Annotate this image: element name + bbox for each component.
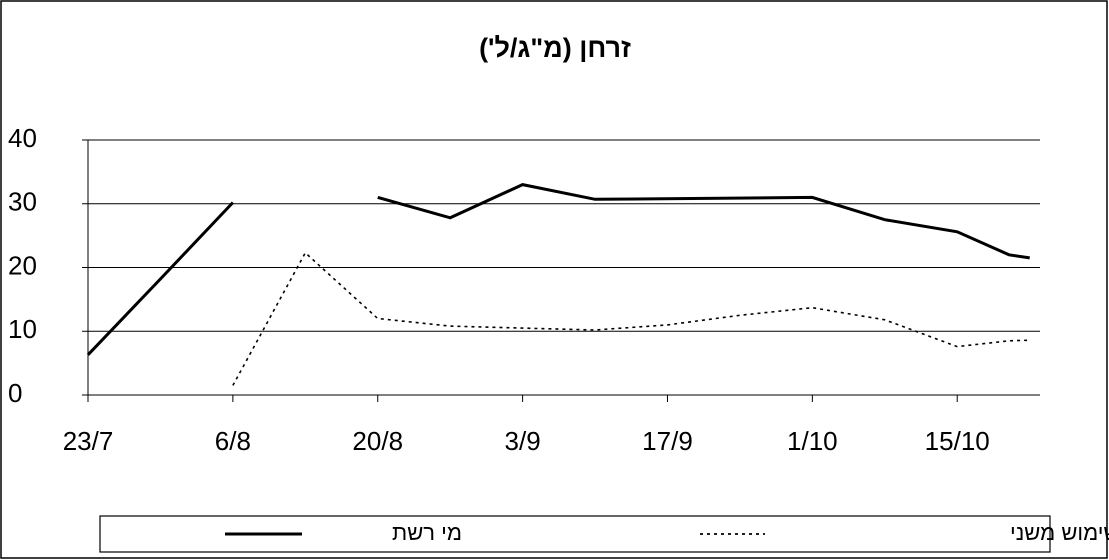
x-tick-label: 3/9 <box>505 426 541 456</box>
y-tick-label: 0 <box>8 378 22 408</box>
x-tick-label: 20/8 <box>352 426 403 456</box>
y-tick-label: 10 <box>8 314 37 344</box>
x-tick-label: 6/8 <box>215 426 251 456</box>
y-tick-label: 40 <box>8 123 37 153</box>
series-line <box>377 183 1030 260</box>
series-line <box>232 251 1030 386</box>
x-tick-label: 17/9 <box>642 426 693 456</box>
legend-label: מי רשת <box>392 520 462 545</box>
x-tick-label: 1/10 <box>787 426 838 456</box>
x-tick-label: 23/7 <box>63 426 114 456</box>
y-tick-label: 20 <box>8 250 37 280</box>
x-tick-label: 15/10 <box>925 426 990 456</box>
legend-label: שימוש משני <box>1010 520 1109 545</box>
chart-title: זרחן (מ"ג/ל') <box>479 33 631 63</box>
series-line <box>86 201 234 356</box>
y-tick-label: 30 <box>8 187 37 217</box>
